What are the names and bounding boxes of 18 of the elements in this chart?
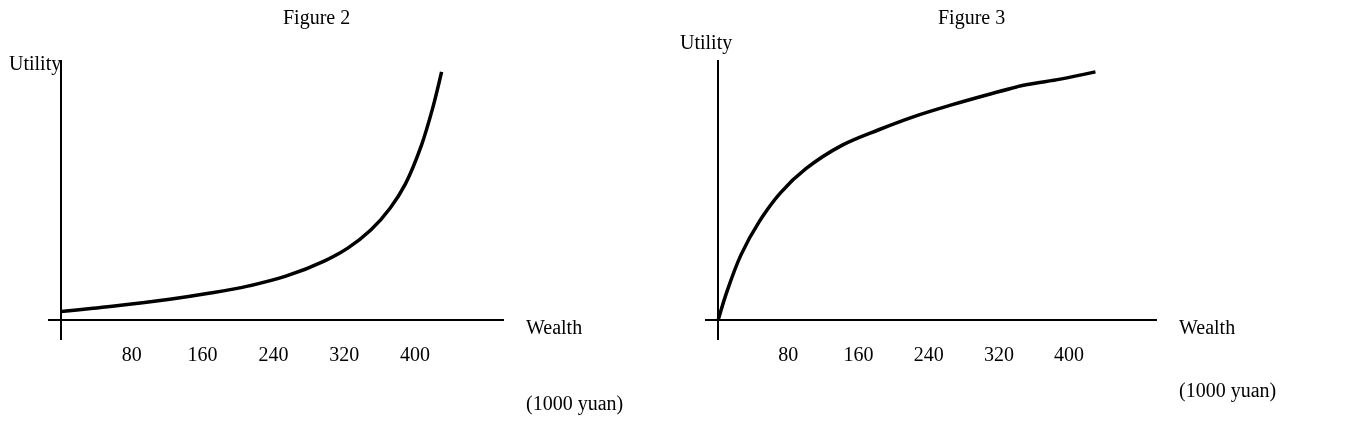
text: (1000 yuan)	[1179, 379, 1277, 402]
text: (1000 yuan)	[526, 392, 624, 415]
y-axis-title: Utility	[9, 52, 62, 75]
x-tick-label: 400	[1054, 343, 1085, 365]
x-tick-label: 160	[843, 343, 874, 365]
x-tick-label: 80	[778, 343, 799, 365]
chart-title: Figure 2	[283, 6, 351, 29]
x-tick-label: 240	[913, 343, 944, 365]
x-axis-title: Wealth	[1179, 316, 1236, 338]
x-tick-label: 320	[329, 343, 360, 365]
x-tick-label: 240	[258, 343, 289, 365]
y-axis-title: Utility	[680, 31, 733, 54]
x-tick-label: 400	[400, 343, 431, 365]
x-tick-label: 80	[121, 343, 142, 365]
x-axis-title: Wealth	[526, 316, 583, 338]
x-tick-label: 320	[983, 343, 1014, 365]
chart-title: Figure 3	[938, 6, 1006, 29]
x-tick-label: 160	[187, 343, 218, 365]
